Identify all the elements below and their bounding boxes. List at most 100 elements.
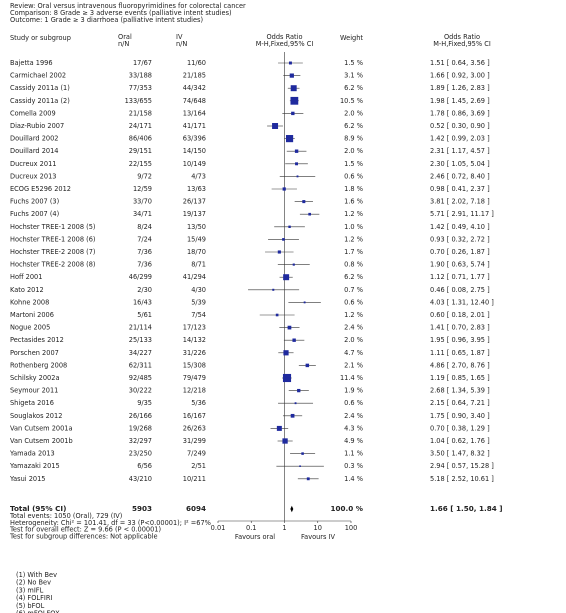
- effect-square: [282, 187, 286, 191]
- iv-events: 5/36: [191, 399, 206, 407]
- effect-square: [305, 363, 310, 368]
- effect-square: [290, 85, 297, 92]
- weight: 0.3 %: [344, 462, 363, 470]
- oral-events: 77/353: [129, 84, 152, 92]
- total-oral: 5903: [132, 504, 152, 513]
- effect-square: [302, 200, 306, 204]
- iv-events: 31/226: [183, 349, 206, 357]
- study-name: Yasui 2015: [9, 475, 45, 483]
- study-name: Van Cutsem 2001b: [10, 437, 73, 445]
- weight: 1.9 %: [344, 387, 363, 395]
- odds-ratio: 1.41 [ 0.70, 2.83 ]: [430, 324, 490, 332]
- iv-events: 26/263: [183, 424, 206, 432]
- odds-ratio: 0.60 [ 0.18, 2.01 ]: [430, 311, 490, 319]
- total-diamond: [290, 505, 294, 513]
- oral-events: 9/35: [137, 399, 152, 407]
- study-name: Hochster TREE-1 2008 (5): [10, 223, 96, 231]
- iv-events: 18/70: [187, 248, 206, 256]
- footnote: (4) FOLFIRI: [16, 594, 52, 602]
- oral-events: 2/30: [137, 286, 152, 294]
- odds-ratio: 2.30 [ 1.05, 5.04 ]: [430, 160, 490, 168]
- iv-events: 14/150: [183, 147, 206, 155]
- effect-square: [283, 274, 290, 281]
- odds-ratio: 0.70 [ 0.26, 1.87 ]: [430, 248, 490, 256]
- odds-ratio: 2.31 [ 1.17, 4.57 ]: [430, 147, 490, 155]
- odds-ratio: 0.70 [ 0.38, 1.29 ]: [430, 424, 490, 432]
- oral-events: 30/222: [129, 387, 152, 395]
- weight: 4.9 %: [344, 437, 363, 445]
- column-header: Study or subgroup: [10, 34, 71, 42]
- study-name: Martoni 2006: [10, 311, 54, 319]
- note: Test for overall effect: Z = 9.66 (P < 0…: [9, 526, 161, 534]
- effect-square: [294, 402, 297, 405]
- odds-ratio: 1.19 [ 0.85, 1.65 ]: [430, 374, 490, 382]
- study-name: Ducreux 2013: [10, 172, 56, 180]
- study-name: Ducreux 2011: [10, 160, 56, 168]
- weight: 8.9 %: [344, 135, 363, 143]
- odds-ratio: 1.42 [ 0.99, 2.03 ]: [430, 135, 490, 143]
- oral-events: 8/24: [137, 223, 152, 231]
- note: Heterogeneity: Chi² = 101.41, df = 33 (P…: [10, 519, 211, 527]
- iv-events: 10/211: [183, 475, 206, 483]
- effect-square: [306, 477, 310, 481]
- effect-square: [299, 465, 301, 467]
- column-header: n/N: [118, 40, 129, 48]
- iv-events: 15/49: [187, 235, 206, 243]
- weight: 2.1 %: [344, 361, 363, 369]
- weight: 6.2 %: [344, 273, 363, 281]
- effect-square: [294, 149, 299, 153]
- iv-events: 7/54: [191, 311, 206, 319]
- weight: 1.7 %: [344, 248, 363, 256]
- weight: 1.6 %: [344, 198, 363, 206]
- effect-square: [291, 111, 295, 116]
- oral-events: 34/227: [129, 349, 152, 357]
- iv-events: 14/132: [183, 336, 206, 344]
- column-header: Odds Ratio: [266, 33, 302, 41]
- note: Total events: 1050 (Oral), 729 (IV): [9, 512, 122, 520]
- effect-square: [301, 452, 304, 455]
- study-name: Bajetta 1996: [10, 59, 53, 67]
- effect-square: [289, 73, 294, 78]
- study-name: Cassidy 2011a (1): [10, 84, 70, 92]
- effect-square: [272, 123, 279, 129]
- oral-events: 26/166: [129, 412, 152, 420]
- effect-square: [290, 413, 295, 418]
- weight: 3.1 %: [344, 72, 363, 80]
- study-name: Carmichael 2002: [10, 72, 66, 80]
- oral-events: 43/210: [129, 475, 152, 483]
- odds-ratio: 1.66 [ 0.92, 3.00 ]: [430, 72, 490, 80]
- weight: 1.4 %: [344, 475, 363, 483]
- odds-ratio: 3.50 [ 1.47, 8.32 ]: [430, 450, 490, 458]
- oral-events: 23/250: [129, 450, 152, 458]
- weight: 1.5 %: [344, 59, 363, 67]
- odds-ratio: 1.95 [ 0.96, 3.95 ]: [430, 336, 490, 344]
- effect-square: [288, 225, 291, 228]
- outcome: Outcome: 1 Grade ≥ 3 diarrhoea (palliati…: [10, 16, 203, 24]
- oral-events: 21/114: [129, 324, 152, 332]
- oral-events: 21/158: [129, 109, 152, 117]
- odds-ratio: 1.42 [ 0.49, 4.10 ]: [430, 223, 490, 231]
- odds-ratio: 1.12 [ 0.71, 1.77 ]: [430, 273, 490, 281]
- study-name: Douillard 2002: [10, 135, 58, 143]
- effect-square: [285, 135, 294, 143]
- weight: 1.5 %: [344, 160, 363, 168]
- iv-events: 17/123: [183, 324, 206, 332]
- weight: 1.1 %: [344, 450, 363, 458]
- odds-ratio: 2.46 [ 0.72, 8.40 ]: [430, 172, 490, 180]
- column-header: Oral: [118, 33, 132, 41]
- total-label: Total (95% CI): [10, 504, 66, 513]
- favours-left: Favours oral: [235, 533, 275, 541]
- oral-events: 22/155: [129, 160, 152, 168]
- odds-ratio: 1.11 [ 0.65, 1.87 ]: [430, 349, 490, 357]
- iv-events: 16/167: [183, 412, 206, 420]
- effect-square: [292, 263, 295, 266]
- total-odds-ratio: 1.66 [ 1.50, 1.84 ]: [430, 504, 503, 513]
- odds-ratio: 0.93 [ 0.32, 2.72 ]: [430, 235, 490, 243]
- oral-events: 16/43: [133, 298, 152, 306]
- oral-events: 7/36: [137, 261, 152, 269]
- study-name: Rothenberg 2008: [10, 361, 67, 369]
- effect-square: [296, 175, 299, 178]
- effect-square: [290, 96, 299, 105]
- iv-events: 19/137: [183, 210, 206, 218]
- weight: 0.6 %: [344, 298, 363, 306]
